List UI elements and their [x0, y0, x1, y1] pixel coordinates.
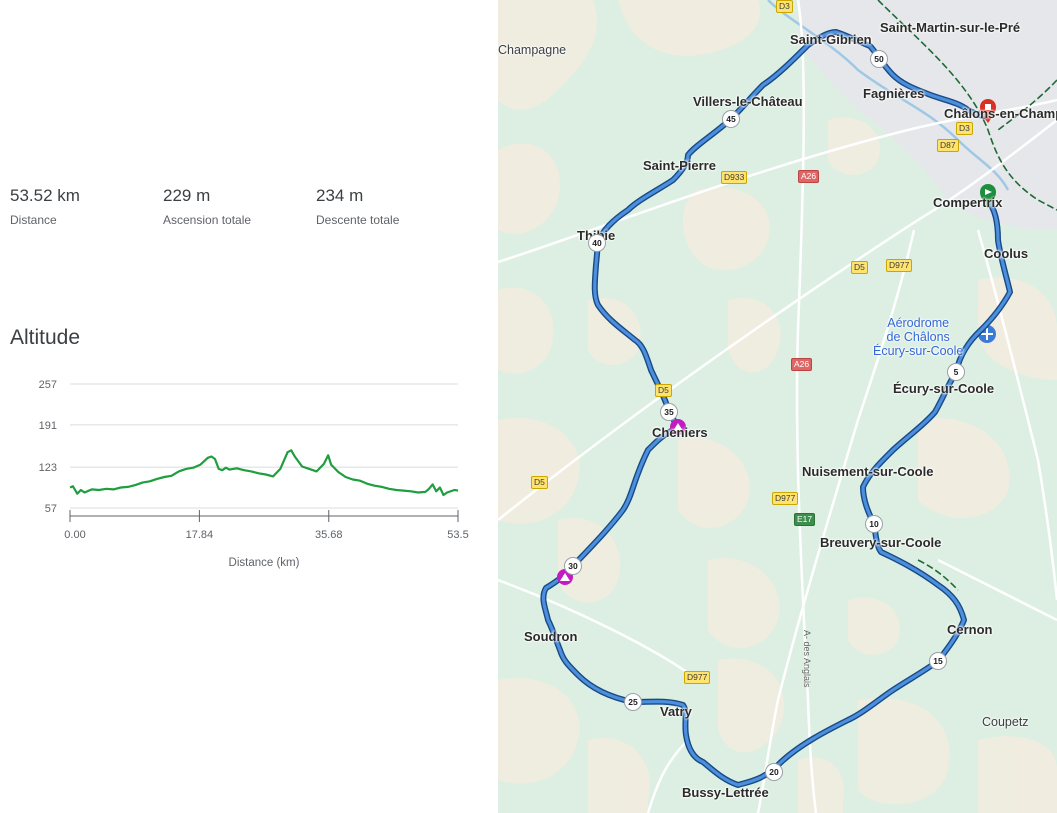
descent-stat: 234 m Descente totale: [316, 186, 399, 227]
distance-stat: 53.52 km Distance: [10, 186, 80, 227]
km-marker[interactable]: 30: [564, 557, 582, 575]
y-tick-label: 191: [39, 420, 57, 432]
km-marker[interactable]: 35: [660, 403, 678, 421]
x-tick-label: 0.00: [64, 529, 85, 541]
road-number-badge: D5: [531, 476, 548, 489]
chart-grid: [70, 383, 458, 509]
road-number-badge: E17: [794, 513, 816, 526]
ascent-value: 229 m: [163, 186, 211, 205]
place-label[interactable]: Aérodrome de Châlons Écury-sur-Coole: [873, 316, 964, 358]
road-number-badge: D977: [684, 671, 711, 684]
elevation-chart[interactable]: 257 191 123 57 0.00 17.84 35.68 53.5 Distance …: [0, 370, 498, 580]
place-label[interactable]: Coupetz: [982, 715, 1029, 729]
place-label[interactable]: Écury-sur-Coole: [893, 381, 995, 396]
place-label[interactable]: Saint-Pierre: [643, 158, 716, 173]
place-label[interactable]: Châlons-en-Champagne: [944, 106, 1057, 121]
place-label[interactable]: Compertrix: [933, 195, 1003, 210]
road-number-badge: A26: [791, 358, 813, 371]
place-label[interactable]: Saint-Gibrien: [790, 32, 872, 47]
finish-pin-icon: [980, 99, 996, 123]
summit-icon: [670, 419, 686, 435]
road-number-badge: D933: [721, 171, 748, 184]
road-number-badge: D3: [776, 0, 793, 13]
altitude-title: Altitude: [10, 326, 81, 349]
distance-value: 53.52 km: [10, 186, 80, 205]
km-marker[interactable]: 15: [929, 652, 947, 670]
place-label[interactable]: Vatry: [660, 704, 692, 719]
terrain-patches: [498, 0, 1057, 813]
place-label[interactable]: Cheniers: [652, 425, 708, 440]
place-label[interactable]: Saint-Martin-sur-le-Pré: [880, 20, 1021, 35]
descent-label: Descente totale: [316, 213, 400, 227]
km-marker[interactable]: 5: [947, 363, 965, 381]
road-number-badge: D5: [851, 261, 868, 274]
x-tick-label: 17.84: [186, 529, 214, 541]
rivers: [767, 0, 1010, 191]
ascent-label: Ascension totale: [163, 213, 252, 227]
km-marker[interactable]: 40: [588, 234, 606, 252]
place-label[interactable]: Fagnières: [863, 86, 925, 101]
place-label[interactable]: Coolus: [984, 246, 1029, 261]
x-tick-label: 35.68: [315, 529, 343, 541]
km-marker[interactable]: 45: [722, 110, 740, 128]
km-marker[interactable]: 20: [765, 763, 783, 781]
map-canvas[interactable]: [498, 0, 1057, 813]
start-pin-icon: [980, 184, 996, 208]
roads: [498, 0, 1057, 813]
railways: [877, 0, 1057, 591]
road-number-badge: D3: [956, 122, 973, 135]
stats-panel: 53.52 km Distance 229 m Ascension totale…: [0, 0, 498, 813]
road-number-badge: D977: [772, 492, 799, 505]
place-label[interactable]: Bussy-Lettrée: [682, 785, 769, 800]
place-label[interactable]: Nuisement-sur-Coole: [802, 464, 934, 479]
road-number-badge: D5: [655, 384, 672, 397]
place-label[interactable]: Villers-le-Château: [693, 94, 803, 109]
altitude-line: [69, 449, 459, 497]
y-tick-labels: 257 191 123 57: [39, 379, 57, 515]
distance-label: Distance: [10, 213, 57, 227]
x-tick-label: 53.5: [447, 529, 468, 541]
place-label[interactable]: Cernon: [947, 622, 993, 637]
y-tick-label: 257: [39, 379, 57, 391]
place-label[interactable]: Soudron: [524, 629, 578, 644]
road-number-badge: D977: [886, 259, 913, 272]
place-label[interactable]: Champagne: [498, 43, 567, 57]
x-axis-label: Distance (km): [229, 557, 300, 569]
road-number-badge: A- des Anglais: [802, 630, 812, 688]
km-marker[interactable]: 25: [624, 693, 642, 711]
x-tick-labels: 0.00 17.84 35.68 53.5: [64, 510, 469, 541]
place-label[interactable]: Breuvery-sur-Coole: [820, 535, 942, 550]
road-number-badge: A26: [798, 170, 820, 183]
descent-value: 234 m: [316, 186, 364, 205]
y-tick-label: 57: [45, 503, 57, 515]
route-map[interactable]: Saint-Gibrien Saint-Martin-sur-le-Pré Fagn…: [498, 0, 1057, 813]
ascent-stat: 229 m Ascension totale: [163, 186, 251, 227]
km-marker[interactable]: 10: [865, 515, 883, 533]
y-tick-label: 123: [39, 462, 57, 474]
road-number-badge: D87: [937, 139, 959, 152]
km-marker[interactable]: 50: [870, 50, 888, 68]
